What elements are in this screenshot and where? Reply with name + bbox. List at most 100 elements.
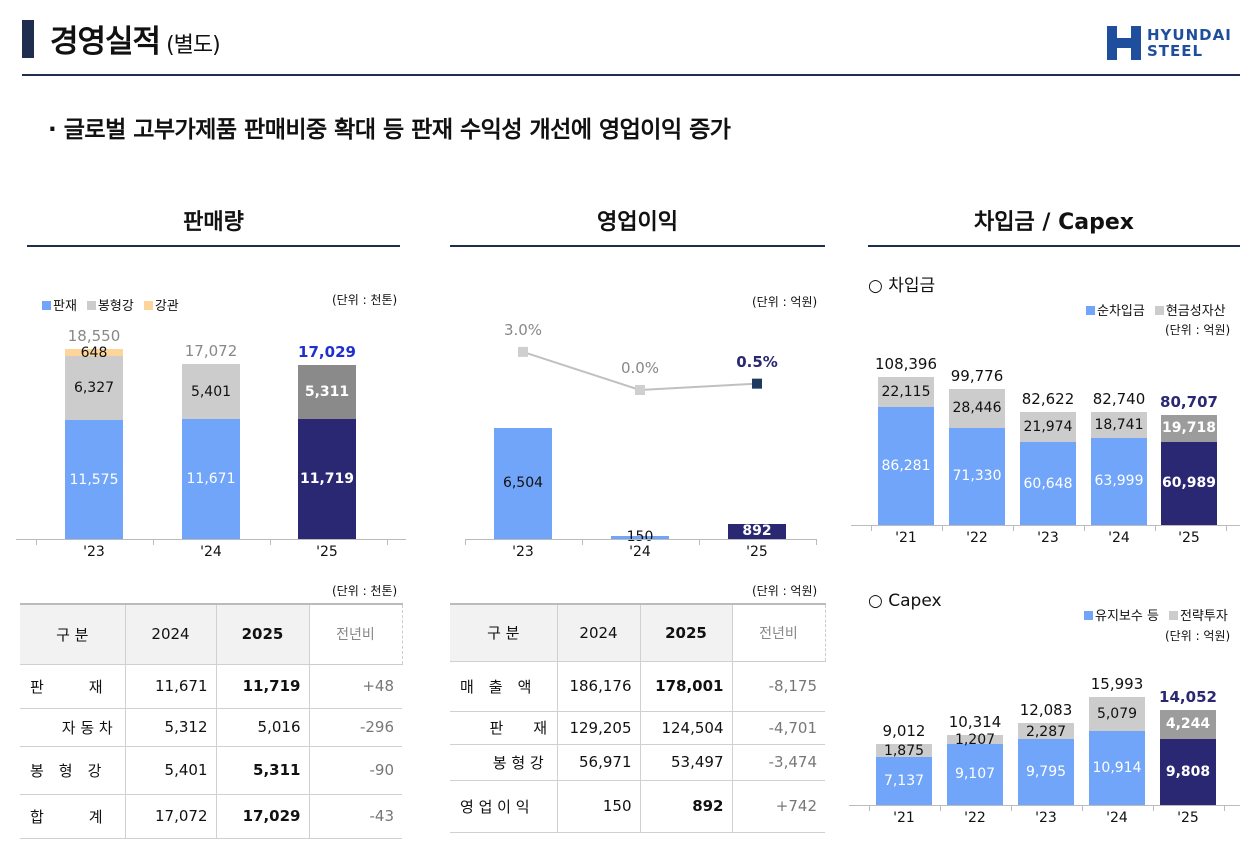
bar-segment bbox=[1091, 412, 1147, 438]
total-label: 17,072 bbox=[184, 342, 238, 361]
data-label: 22,115 bbox=[881, 384, 931, 401]
column-header: 전년비 bbox=[308, 603, 403, 665]
axis-tick bbox=[581, 539, 583, 545]
column-header: 구 분 bbox=[450, 604, 558, 662]
axis-tick bbox=[1154, 525, 1156, 531]
data-label: 5,311 bbox=[304, 383, 350, 400]
legend-item: 강관 bbox=[143, 295, 179, 314]
section-divider bbox=[27, 245, 400, 247]
logo-line2: STEEL bbox=[1147, 42, 1204, 60]
legend-item: 전략투자 bbox=[1168, 605, 1228, 624]
axis-tick bbox=[1081, 805, 1083, 811]
x-tick-label: '25 bbox=[316, 544, 338, 560]
table-row: 판 재 129,205 124,504 -4,701 bbox=[450, 711, 825, 745]
table-cell: 124,504 bbox=[640, 711, 733, 745]
op-data-label: 150 bbox=[626, 529, 654, 545]
axis-tick bbox=[1010, 805, 1012, 811]
x-tick-label: '23 bbox=[1035, 810, 1057, 826]
table-cell: 매 출 액 bbox=[450, 661, 558, 712]
x-axis bbox=[15, 539, 406, 540]
table-cell: 5,401 bbox=[125, 746, 217, 795]
total-label: 80,707 bbox=[1160, 392, 1218, 411]
unit-label: (단위 : 억원) bbox=[752, 295, 818, 309]
unit-label: (단위 : 억원) bbox=[1165, 323, 1231, 337]
bar-segment bbox=[1089, 697, 1145, 732]
column-header: 2024 bbox=[125, 604, 217, 665]
column-header: 2025 bbox=[216, 604, 310, 665]
table-cell: 영 업 이 익 bbox=[450, 780, 558, 833]
table-cell: 5,312 bbox=[125, 708, 217, 747]
data-label: 7,137 bbox=[883, 772, 925, 789]
table_sales-table: 구 분 2024 2025 전년비 판 재 11,671 11,719 +48 자 동 차 5,3… bbox=[20, 603, 403, 839]
data-label: 21,974 bbox=[1023, 419, 1073, 436]
table-cell: 봉 형 강 bbox=[20, 746, 126, 795]
subtitle: · 글로벌 고부가제품 판매비중 확대 등 판재 수익성 개선에 영업이익 증가 bbox=[48, 117, 731, 143]
table-row: 봉 형 강 56,971 53,497 -3,474 bbox=[450, 744, 825, 781]
table-row: 자 동 차 5,312 5,016 -296 bbox=[20, 708, 402, 747]
x-tick-label: '23 bbox=[83, 544, 105, 560]
x-tick-label: '22 bbox=[966, 530, 988, 546]
table-cell: 53,497 bbox=[640, 744, 733, 781]
section-heading-debt: 차입금 / Capex bbox=[974, 210, 1134, 235]
section-heading-sales: 판매량 bbox=[183, 210, 244, 235]
x-axis bbox=[848, 805, 1240, 806]
table-cell: 56,971 bbox=[557, 744, 641, 781]
axis-tick bbox=[35, 539, 37, 545]
margin-label: 0.5% bbox=[736, 352, 778, 371]
data-label: 10,914 bbox=[1092, 760, 1142, 777]
bar-segment bbox=[182, 419, 240, 539]
margin-point bbox=[518, 346, 528, 357]
title-text: 경영실적 bbox=[50, 24, 161, 60]
x-tick-label: '25 bbox=[1177, 810, 1199, 826]
data-label: 648 bbox=[80, 345, 108, 362]
total-label: 82,740 bbox=[1092, 390, 1146, 409]
logo-mark-icon bbox=[1107, 26, 1141, 60]
data-label: 11,575 bbox=[69, 471, 119, 488]
bar-segment bbox=[1020, 442, 1076, 525]
title-suffix: (별도) bbox=[166, 33, 221, 58]
bar-segment bbox=[1160, 710, 1216, 739]
debt-legend: 순차입금 현금성자산 bbox=[1086, 300, 1226, 319]
column-header: 구 분 bbox=[20, 604, 126, 665]
section-divider bbox=[868, 245, 1240, 247]
total-label: 9,012 bbox=[882, 722, 926, 741]
table-cell: 17,029 bbox=[216, 794, 310, 839]
data-label: 5,401 bbox=[190, 383, 232, 400]
x-tick-label: '24 bbox=[629, 544, 651, 560]
axis-tick bbox=[868, 805, 870, 811]
total-label: 17,029 bbox=[298, 342, 356, 361]
table_op-table: 구 분 2024 2025 전년비 매 출 액 186,176 178,001 -8,175 판… bbox=[450, 603, 826, 833]
bar-segment bbox=[1089, 731, 1145, 805]
margin-point bbox=[635, 385, 645, 395]
data-label: 2,287 bbox=[1025, 724, 1067, 741]
margin-label: 3.0% bbox=[503, 320, 543, 339]
data-label: 9,107 bbox=[954, 766, 996, 783]
legend-item: 유지보수 등 bbox=[1084, 605, 1159, 624]
table-header-row: 구 분 2024 2025 전년비 bbox=[450, 603, 826, 662]
title-accent-bar bbox=[22, 20, 34, 58]
bar-segment bbox=[65, 349, 123, 356]
bar-segment bbox=[876, 756, 932, 805]
bar-segment bbox=[182, 364, 240, 420]
axis-tick bbox=[152, 539, 154, 545]
x-tick-label: '24 bbox=[1106, 810, 1128, 826]
table-cell: 178,001 bbox=[640, 661, 733, 712]
axis-tick bbox=[386, 539, 388, 545]
data-label: 1,875 bbox=[883, 743, 925, 760]
x-tick-label: '22 bbox=[964, 810, 986, 826]
table-cell: -90 bbox=[309, 746, 402, 795]
legend-item: 판재 bbox=[42, 295, 77, 314]
table-cell: 11,719 bbox=[216, 664, 310, 709]
total-label: 99,776 bbox=[950, 366, 1004, 385]
table-row: 매 출 액 186,176 178,001 -8,175 bbox=[450, 661, 825, 712]
bar-segment bbox=[949, 388, 1005, 428]
op-bar bbox=[611, 536, 669, 539]
table-cell: 150 bbox=[557, 780, 641, 833]
axis-tick bbox=[698, 539, 700, 545]
data-label: 28,446 bbox=[952, 400, 1002, 417]
margin-label: 0.0% bbox=[620, 359, 660, 377]
table-cell: 봉 형 강 bbox=[450, 744, 558, 781]
table-cell: 17,072 bbox=[125, 794, 217, 839]
table-cell: -8,175 bbox=[732, 661, 825, 712]
